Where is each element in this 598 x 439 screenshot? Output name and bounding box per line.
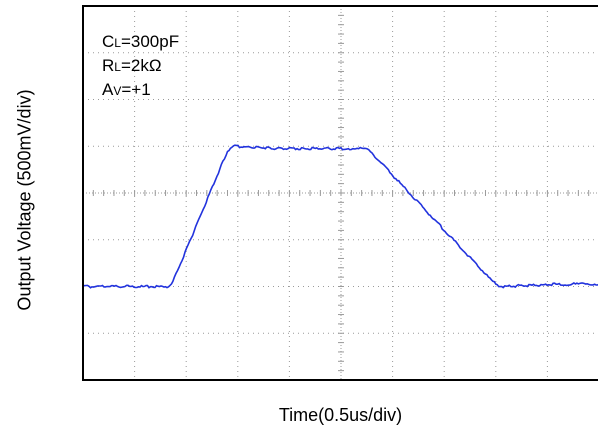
plot-frame bbox=[82, 5, 598, 381]
annotation-load-capacitance: CL=300pF bbox=[102, 32, 180, 51]
annotation-gain: AV=+1 bbox=[102, 80, 151, 99]
x-axis-label: Time(0.5us/div) bbox=[278, 405, 403, 425]
waveform-trace bbox=[82, 144, 598, 289]
y-axis-label: Output Voltage (500mV/div) bbox=[14, 89, 35, 311]
annotation-load-resistance: RL=2kΩ bbox=[102, 56, 162, 75]
